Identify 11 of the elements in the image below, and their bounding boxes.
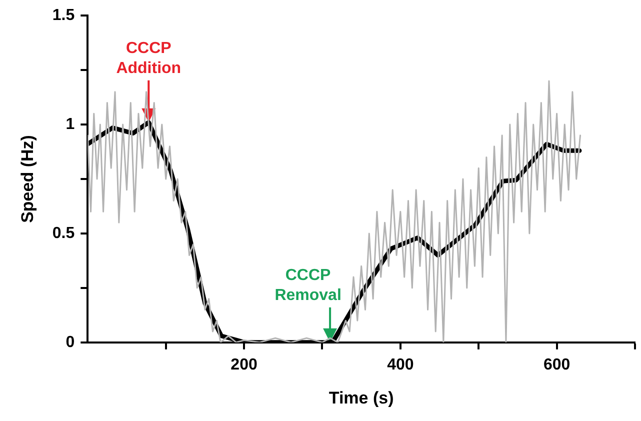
x-axis-title: Time (s) bbox=[328, 388, 394, 408]
y-tick-label: 1 bbox=[66, 116, 75, 133]
y-axis-title: Speed (Hz) bbox=[18, 135, 37, 223]
y-tick-label: 0.5 bbox=[52, 224, 75, 242]
annotation: CCCP Addition bbox=[116, 40, 182, 77]
annotation: CCCP Removal bbox=[274, 266, 342, 304]
x-tick-label: 200 bbox=[230, 356, 258, 374]
x-tick-label: 600 bbox=[543, 356, 570, 374]
x-tick-label: 400 bbox=[387, 356, 414, 374]
y-tick-label: 1.5 bbox=[52, 7, 75, 24]
y-tick-label: 0 bbox=[66, 334, 75, 351]
